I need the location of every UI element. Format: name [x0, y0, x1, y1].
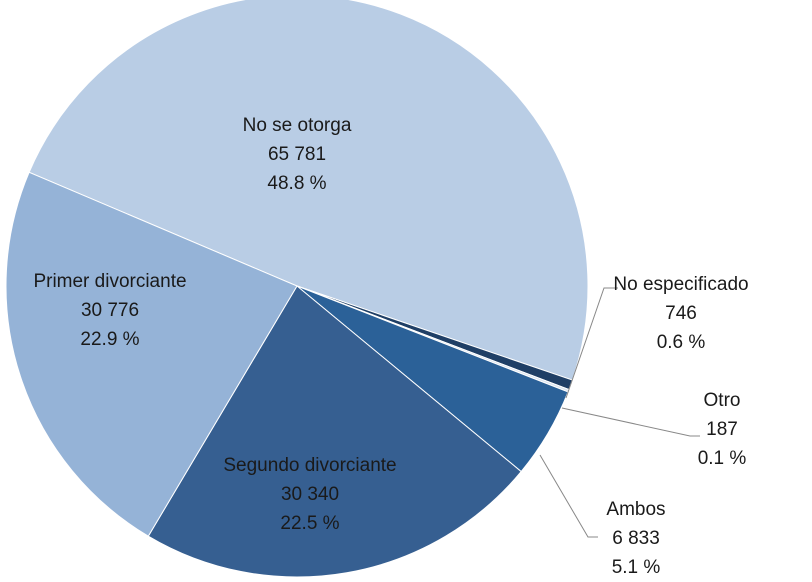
- slice-label: Otro: [704, 390, 741, 411]
- percent-label: 0.1 %: [698, 448, 747, 469]
- leader-line: [565, 287, 618, 399]
- slice-label: No especificado: [613, 274, 748, 295]
- slice-label: Segundo divorciante: [223, 455, 396, 476]
- slice-label: Primer divorciante: [33, 271, 186, 292]
- slice-label: No se otorga: [243, 115, 352, 136]
- leader-line: [561, 407, 700, 437]
- percent-label: 48.8 %: [267, 173, 326, 194]
- percent-label: 22.5 %: [280, 513, 339, 534]
- percent-label: 0.6 %: [657, 332, 706, 353]
- percent-label: 22.9 %: [80, 329, 139, 350]
- pie-slice: [28, 0, 589, 381]
- pie-slice: [147, 285, 522, 578]
- pie-slice: [5, 171, 298, 537]
- value-label: 6 833: [612, 528, 660, 549]
- value-label: 30 340: [281, 484, 339, 505]
- value-label: 746: [665, 303, 697, 324]
- value-label: 187: [706, 419, 738, 440]
- value-label: 30 776: [81, 300, 139, 321]
- percent-label: 5.1 %: [612, 557, 661, 578]
- leader-line: [539, 454, 598, 538]
- value-label: 65 781: [268, 144, 326, 165]
- slice-label: Ambos: [606, 499, 665, 520]
